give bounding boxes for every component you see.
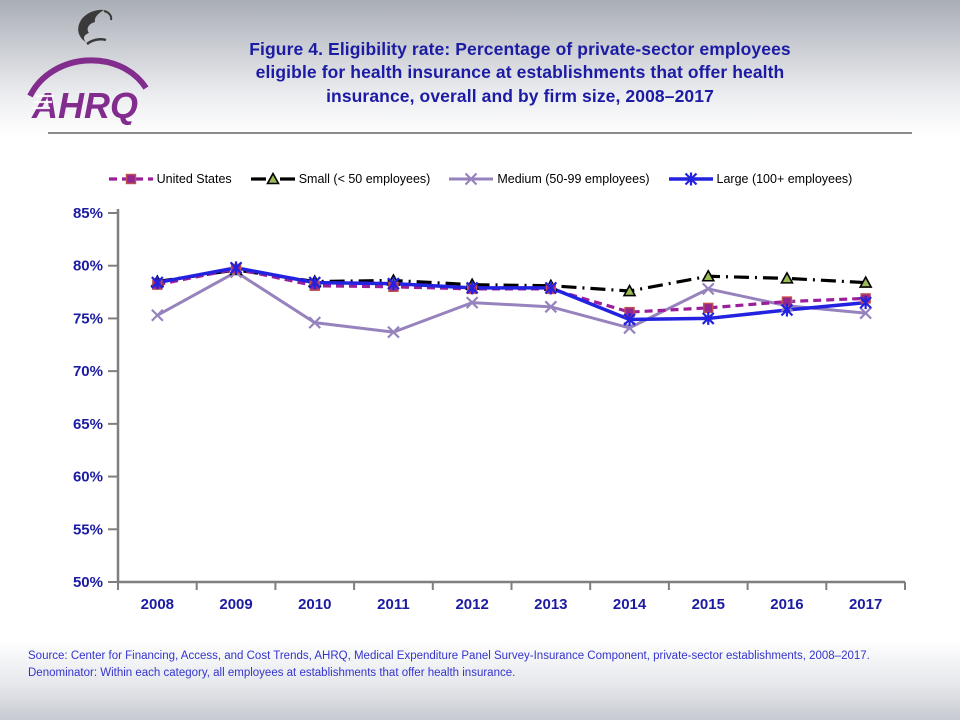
asterisk-marker [684,172,697,186]
legend-swatch-asterisk-icon [668,172,713,186]
x-marker [308,316,322,329]
legend-swatch-triangle-icon [250,171,295,185]
legend-item-4: Large (100+ employees) [668,171,853,187]
x-marker [544,300,558,314]
x-marker [859,306,872,320]
triangle-marker [701,269,716,282]
source-note: Source: Center for Financing, Access, an… [28,648,938,681]
x-marker [465,172,478,186]
y-axis-label: 50% [73,574,103,591]
x-axis-label: 2009 [219,596,252,613]
bottom-band [0,640,960,720]
x-marker [387,325,400,339]
square-marker [703,302,714,314]
source-line2: Denominator: Within each category, all e… [28,666,516,679]
x-axis-label: 2015 [692,596,725,613]
agency-logo: AHRQ [24,4,154,130]
y-axis-label: 70% [73,363,103,380]
source-line1: Source: Center for Financing, Access, an… [28,650,870,662]
x-axis-label: 2014 [613,596,647,613]
x-axis-label: 2008 [141,596,174,613]
asterisk-marker [544,281,558,295]
asterisk-marker [859,296,872,310]
triangle-marker [780,271,794,284]
y-axis-label: 60% [73,469,103,486]
legend-label: Large (100+ employees) [716,172,853,186]
y-axis-label: 85% [73,205,103,222]
asterisk-marker [151,276,164,290]
legend-item-3: Medium (50-99 employees) [448,171,650,187]
x-axis-label: 2013 [534,596,567,613]
title-divider [48,132,912,134]
legend-swatch-x-icon [449,172,494,186]
asterisk-marker [308,276,322,290]
x-marker [701,282,715,296]
y-axis-label: 55% [73,521,103,538]
triangle-marker [622,283,637,297]
x-axis-label: 2017 [849,596,882,613]
y-axis-label: 80% [73,258,103,275]
asterisk-marker [780,303,794,317]
x-axis-label: 2010 [298,596,331,613]
x-marker [151,308,164,322]
legend-swatch-square-icon [108,173,153,185]
y-axis-label: 75% [73,310,103,327]
hhs-eagle-icon [78,9,113,46]
series-line-3 [156,270,866,334]
legend-item-2: Small (< 50 employees) [250,171,431,187]
y-axis-label: 65% [73,416,103,433]
asterisk-marker [701,311,715,325]
top-banner [0,0,960,136]
ahrq-logo-text: AHRQ [31,85,138,126]
triangle-marker [858,275,873,288]
series-line-4 [157,266,866,322]
figure-title: Figure 4. Eligibility rate: Percentage o… [140,38,900,108]
figure-title-line2: eligible for health insurance at establi… [255,62,785,83]
figure-title-line3: insurance, overall and by firm size, 200… [326,85,714,106]
asterisk-marker [623,312,636,326]
line-chart: 50% 55% 60% 65% 70% 75% 80% 85% 2008 2009 2010 2011… [73,205,906,613]
x-axis-label: 2012 [455,596,488,613]
asterisk-marker [465,281,479,295]
x-axis-label: 2011 [377,596,410,613]
x-axis-label: 2016 [770,596,803,613]
legend-label: Small (< 50 employees) [298,172,431,186]
triangle-marker [265,171,280,185]
asterisk-marker [229,261,243,275]
ahrq-logo: AHRQ [27,57,149,126]
legend-label: Medium (50-99 employees) [497,172,650,186]
chart-legend: United States Small (< 50 employees) Mediu… [0,164,960,194]
asterisk-marker [387,277,400,291]
square-marker [125,173,136,185]
x-marker [465,296,479,309]
figure-title-line1: Figure 4. Eligibility rate: Percentage o… [249,39,791,59]
legend-label: United States [156,172,232,186]
legend-item-1: United States [108,171,232,187]
